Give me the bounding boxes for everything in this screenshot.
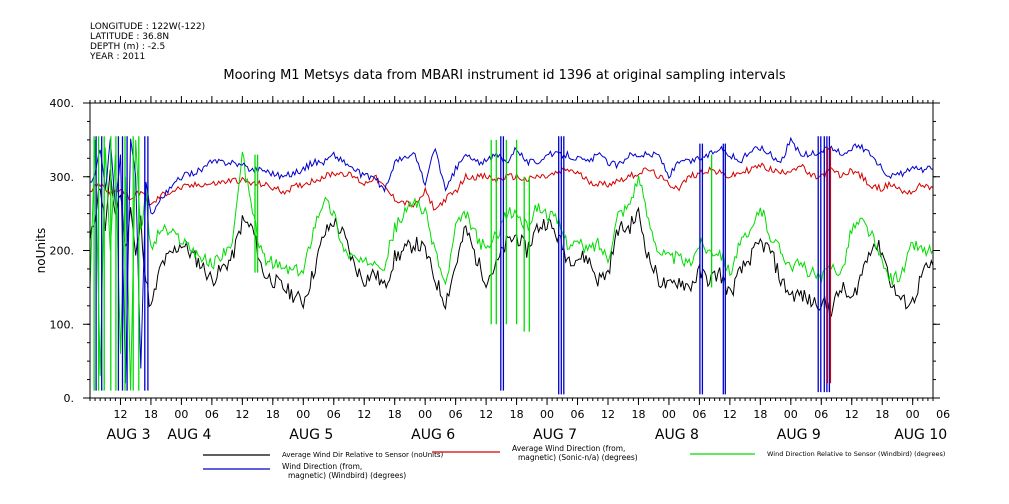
- legend-layer: Average Wind Dir Relative to Sensor (noU…: [203, 444, 945, 480]
- series-line-3: [90, 136, 934, 384]
- x-tick-label: 06: [449, 408, 463, 421]
- plot-frame: [89, 102, 934, 399]
- latitude-label: LATITUDE : 36.8N: [90, 32, 170, 42]
- legend-label-1: magnetic) (Sonic-n/a) (degrees): [518, 453, 638, 462]
- x-tick-label: 18: [631, 408, 645, 421]
- x-tick-label: 06: [327, 408, 341, 421]
- longitude-label: LONGITUDE : 122W(-122): [90, 22, 206, 32]
- x-tick-label: 18: [510, 408, 524, 421]
- series-line-0: [89, 169, 934, 317]
- x-tick-label: 12: [845, 408, 859, 421]
- x-tick-label: 06: [814, 408, 828, 421]
- x-tick-label: 12: [479, 408, 493, 421]
- x-tick-label: 12: [601, 408, 615, 421]
- x-tick-label: 00: [174, 408, 188, 421]
- y-tick-label: 400.: [50, 97, 75, 110]
- x-tick-label: 00: [540, 408, 554, 421]
- x-day-label: AUG 8: [655, 427, 699, 443]
- legend-label-1: Average Wind Direction (from,: [512, 444, 625, 453]
- year-label: YEAR : 2011: [90, 52, 146, 62]
- series-line-1: [89, 162, 934, 211]
- x-tick-label: 12: [235, 408, 249, 421]
- y-tick-label: 100.: [50, 318, 75, 331]
- x-day-label: AUG 3: [106, 427, 150, 443]
- x-tick-label: 06: [571, 408, 585, 421]
- axis-layer: 0. 100. 200. 300. 400. noUnits 12 18 00 06 12 18 00 0…: [34, 96, 950, 443]
- x-tick-label: 12: [723, 408, 737, 421]
- x-tick-label: 12: [357, 408, 371, 421]
- depth-label: DEPTH (m) : -2.5: [90, 42, 166, 52]
- x-tick-label: 06: [205, 408, 219, 421]
- x-tick-label: 06: [936, 408, 950, 421]
- legend-label-3: magnetic) (Windbird) (degrees): [288, 471, 406, 480]
- x-day-label: AUG 6: [411, 427, 455, 443]
- x-tick-label: 18: [388, 408, 402, 421]
- series-layer: [89, 136, 934, 395]
- x-tick-label: 18: [266, 408, 280, 421]
- x-tick-label: 00: [784, 408, 798, 421]
- y-tick-label: 200.: [50, 245, 75, 258]
- series-line-2: [89, 139, 934, 391]
- x-tick-label: 00: [296, 408, 310, 421]
- x-day-label: AUG 7: [533, 427, 577, 443]
- y-tick-label: 300.: [50, 171, 75, 184]
- x-tick-label: 18: [753, 408, 767, 421]
- x-day-label: AUG 4: [167, 427, 211, 443]
- legend-label-0: Average Wind Dir Relative to Sensor (noU…: [282, 451, 443, 459]
- x-tick-label: 00: [662, 408, 676, 421]
- chart-title: Mooring M1 Metsys data from MBARI instru…: [223, 68, 786, 83]
- x-tick-label: 12: [113, 408, 127, 421]
- legend-label-3: Wind Direction (from,: [282, 462, 362, 471]
- y-tick-label: 0.: [64, 392, 75, 405]
- x-tick-label: 18: [144, 408, 158, 421]
- x-tick-label: 18: [875, 408, 889, 421]
- legend-label-2: Wind Direction Relative to Sensor (Windb…: [767, 450, 945, 458]
- x-day-label: AUG 5: [289, 427, 333, 443]
- y-axis-label: noUnits: [34, 228, 48, 274]
- x-tick-label: 00: [906, 408, 920, 421]
- x-tick-label: 00: [418, 408, 432, 421]
- x-day-label: AUG 9: [777, 427, 821, 443]
- x-tick-label: 06: [692, 408, 706, 421]
- x-day-label: AUG 10: [894, 427, 947, 443]
